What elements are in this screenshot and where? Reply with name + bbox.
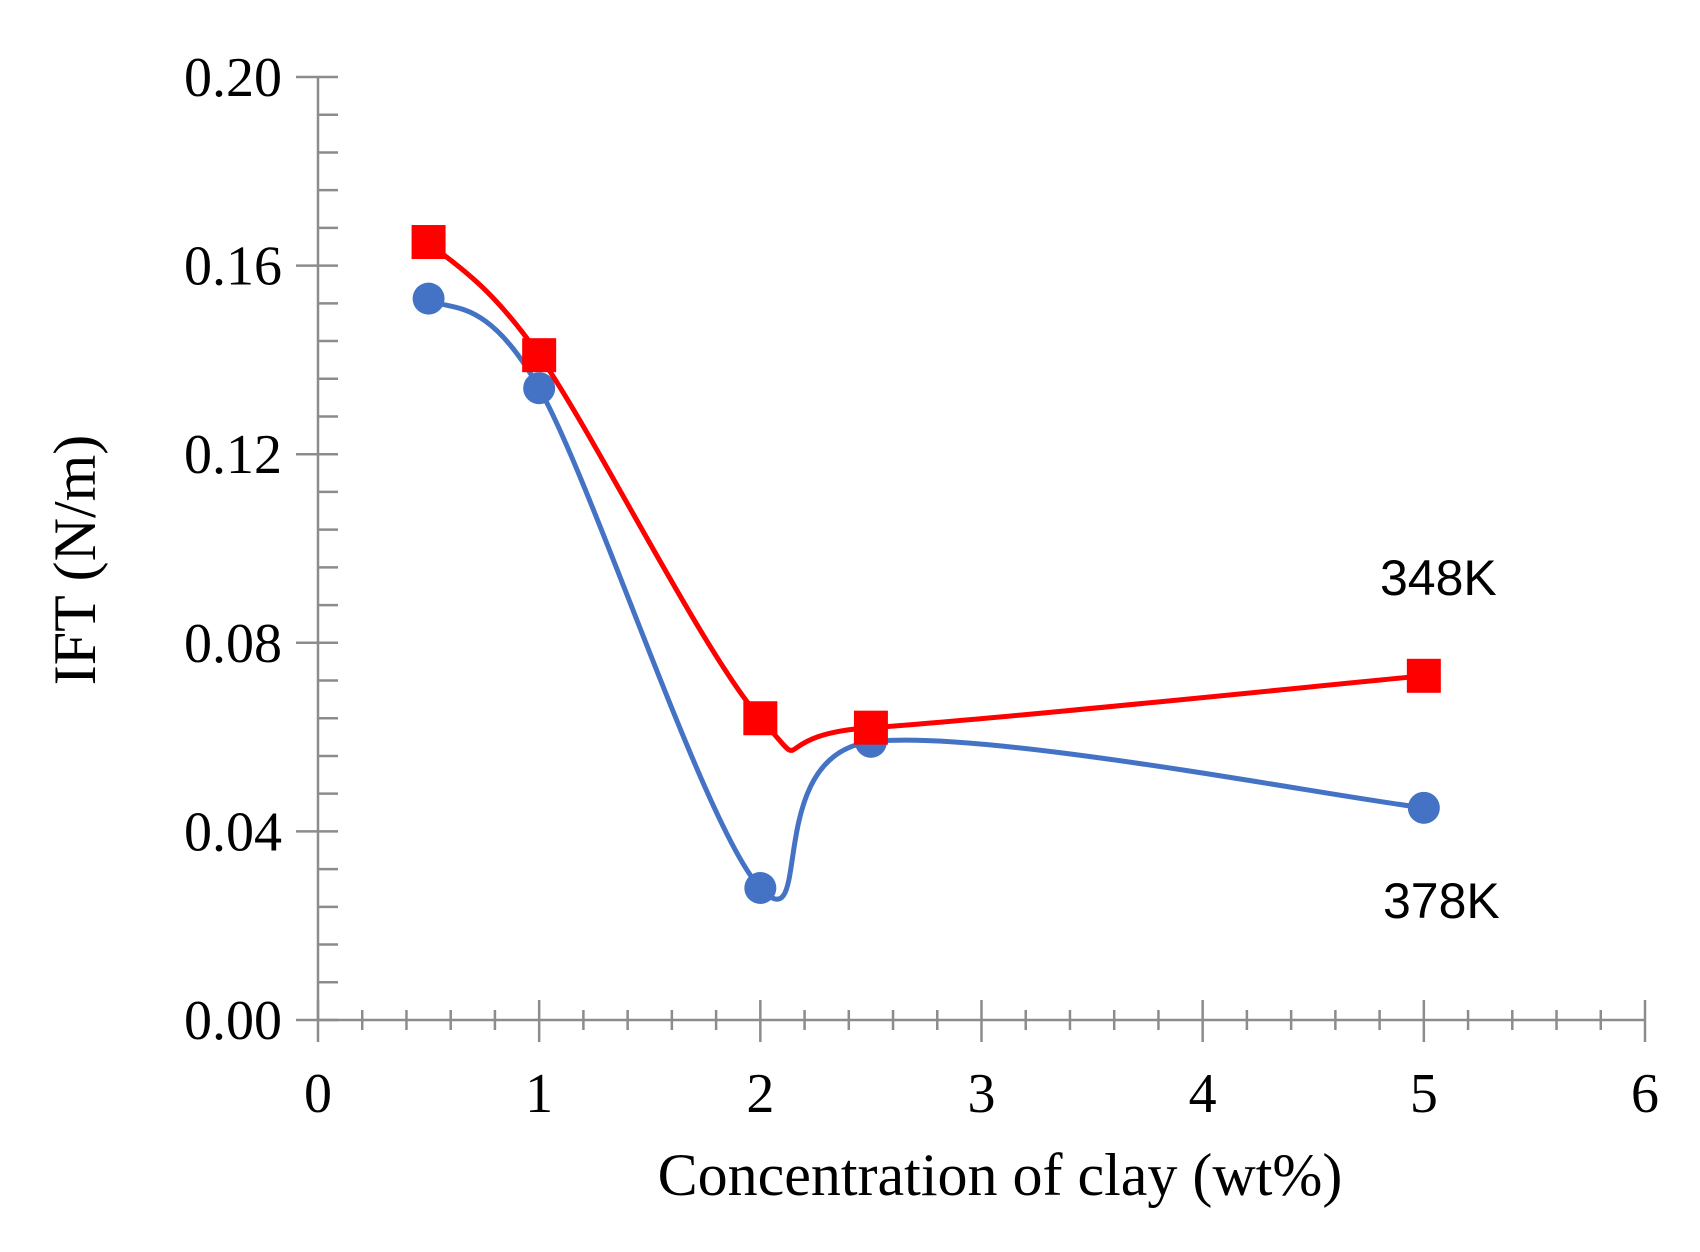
y-tick-label: 0.04 xyxy=(184,801,282,863)
y-tick-label: 0.20 xyxy=(184,47,282,109)
y-tick-label: 0.00 xyxy=(184,990,282,1052)
data-point-348k xyxy=(1406,658,1441,693)
data-point-348k xyxy=(411,225,446,260)
y-tick-label: 0.16 xyxy=(184,236,282,298)
data-point-348k xyxy=(853,710,888,745)
series-line-378k xyxy=(427,296,1425,902)
x-tick-label: 2 xyxy=(746,1063,774,1125)
x-tick-label: 1 xyxy=(525,1063,553,1125)
x-tick-label: 6 xyxy=(1631,1063,1659,1125)
y-axis-title: IFT (N/m) xyxy=(42,435,108,686)
data-point-378k xyxy=(412,282,445,315)
x-tick-label: 3 xyxy=(968,1063,996,1125)
x-tick-label: 5 xyxy=(1410,1063,1438,1125)
data-point-348k xyxy=(522,338,557,373)
x-axis-title: Concentration of clay (wt%) xyxy=(658,1142,1343,1208)
y-tick-label: 0.12 xyxy=(184,424,282,486)
series-label-378k: 378K xyxy=(1383,873,1500,929)
data-point-348k xyxy=(743,701,778,736)
series-label-348k: 348K xyxy=(1380,550,1497,606)
data-point-378k xyxy=(1407,791,1440,824)
axes: 0 1 2 3 4 5 6 0.00 0.04 0.08 0.12 0.16 0.20 xyxy=(184,47,1659,1125)
data-point-378k xyxy=(523,372,556,405)
y-tick-label: 0.08 xyxy=(184,613,282,675)
x-tick-label: 0 xyxy=(304,1063,332,1125)
series-line-348k xyxy=(426,240,1425,753)
data-point-378k xyxy=(744,871,777,904)
x-tick-label: 4 xyxy=(1189,1063,1217,1125)
series-layer xyxy=(411,225,1441,904)
